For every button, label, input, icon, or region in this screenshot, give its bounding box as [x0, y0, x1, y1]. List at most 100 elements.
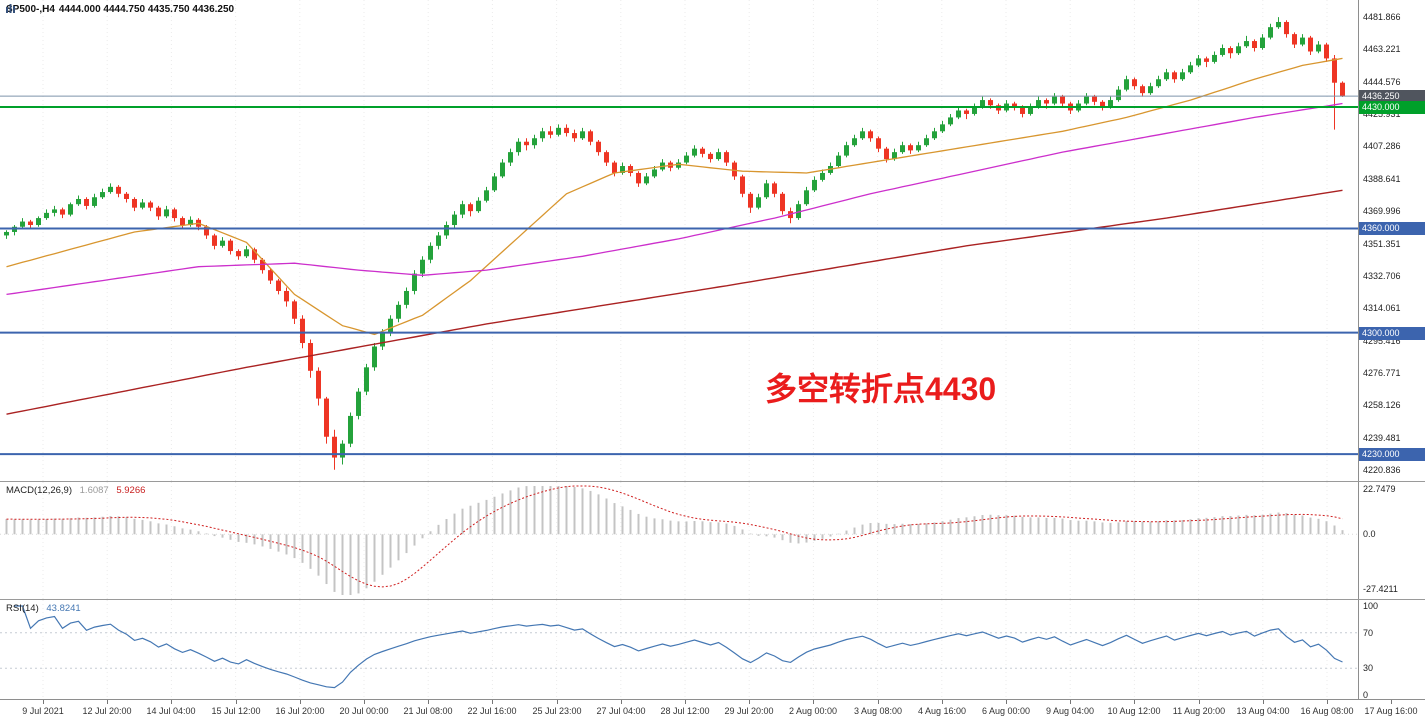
time-tick [1263, 700, 1264, 704]
rsi-scale-tick: 30 [1363, 663, 1374, 673]
time-tick [364, 700, 365, 704]
chart-icon [6, 4, 15, 13]
annotation-text[interactable]: 多空转折点4430 [765, 371, 996, 407]
rsi-name: RSI(14) [6, 603, 39, 614]
time-label: 22 Jul 16:00 [467, 706, 517, 716]
price-tick: 4276.771 [1363, 368, 1401, 378]
time-tick [428, 700, 429, 704]
time-tick [43, 700, 44, 704]
time-label: 10 Aug 12:00 [1107, 706, 1161, 716]
main-chart-canvas[interactable]: 多空转折点4430 [0, 0, 1358, 481]
chart-symbol-timeframe: SP500-,H4 [6, 4, 55, 15]
time-tick [685, 700, 686, 704]
panel-separator-macd[interactable] [0, 481, 1425, 482]
macd-panel[interactable]: MACD(12,26,9) 1.6087 5.9266 [0, 482, 1358, 599]
current-price-badge: 4436.250 [1359, 90, 1425, 103]
price-tick: 4388.641 [1363, 174, 1401, 184]
time-tick [557, 700, 558, 704]
time-tick [749, 700, 750, 704]
time-tick [171, 700, 172, 704]
macd-signal-line [6, 485, 1343, 588]
price-tick: 4332.706 [1363, 271, 1401, 281]
macd-canvas[interactable] [0, 482, 1358, 599]
price-tick: 4220.836 [1363, 465, 1401, 475]
price-tick: 4369.996 [1363, 206, 1401, 216]
time-tick [1327, 700, 1328, 704]
price-tick: 4258.126 [1363, 400, 1401, 410]
pivot-4430-badge: 4430.000 [1359, 101, 1425, 114]
time-label: 12 Jul 20:00 [82, 706, 132, 716]
candles [4, 17, 1345, 470]
time-tick [1134, 700, 1135, 704]
time-label: 9 Aug 04:00 [1045, 706, 1095, 716]
price-tick: 4351.351 [1363, 239, 1401, 249]
time-tick [1070, 700, 1071, 704]
time-tick [107, 700, 108, 704]
price-tick: 4463.221 [1363, 44, 1401, 54]
rsi-panel[interactable]: RSI(14) 43.8241 [0, 600, 1358, 698]
rsi-value: 43.8241 [46, 603, 81, 614]
macd-scale-tick: 0.0 [1363, 529, 1376, 539]
chart-title: SP500-,H4 4444.000 4444.750 4435.750 443… [6, 4, 234, 15]
main-chart-panel[interactable]: 多空转折点4430 SP500-,H4 4444.000 4444.750 44… [0, 0, 1358, 481]
support-4300-badge: 4300.000 [1359, 327, 1425, 340]
time-tick [492, 700, 493, 704]
rsi-canvas[interactable] [0, 600, 1358, 698]
price-scale[interactable]: 4481.866 4463.221 4444.576 4425.931 4407.286… [1358, 0, 1425, 700]
macd-main-value: 1.6087 [79, 485, 109, 496]
ma-slow-red[interactable] [6, 189, 1343, 415]
time-label: 6 Aug 00:00 [981, 706, 1031, 716]
time-label: 9 Jul 2021 [22, 706, 64, 716]
time-label: 14 Jul 04:00 [146, 706, 196, 716]
support-4360-badge: 4360.000 [1359, 222, 1425, 235]
ma-mid-magenta[interactable] [6, 102, 1343, 296]
chart-ohlc-values: 4444.000 4444.750 4435.750 4436.250 [58, 4, 235, 15]
time-scale[interactable]: 9 Jul 2021 12 Jul 20:00 14 Jul 04:00 15 Jul… [0, 699, 1425, 724]
price-tick: 4444.576 [1363, 77, 1401, 87]
time-tick [1199, 700, 1200, 704]
price-tick: 4239.481 [1363, 433, 1401, 443]
time-label: 4 Aug 16:00 [917, 706, 967, 716]
rsi-scale-tick: 100 [1363, 601, 1379, 611]
time-tick [878, 700, 879, 704]
macd-label: MACD(12,26,9) 1.6087 5.9266 [6, 485, 150, 496]
time-label: 15 Jul 12:00 [211, 706, 261, 716]
time-label: 13 Aug 04:00 [1236, 706, 1290, 716]
time-label: 29 Jul 20:00 [724, 706, 774, 716]
price-tick: 4314.061 [1363, 303, 1401, 313]
support-4230-badge: 4230.000 [1359, 448, 1425, 461]
time-tick [813, 700, 814, 704]
time-tick [1391, 700, 1392, 704]
time-label: 11 Aug 20:00 [1172, 706, 1226, 716]
time-tick [236, 700, 237, 704]
time-tick [621, 700, 622, 704]
macd-scale-tick: -27.4211 [1363, 584, 1398, 594]
time-tick [942, 700, 943, 704]
panel-separator-rsi[interactable] [0, 599, 1425, 600]
time-tick [1006, 700, 1007, 704]
ma-fast-orange[interactable] [6, 57, 1343, 336]
time-label: 16 Jul 20:00 [275, 706, 325, 716]
time-label: 28 Jul 12:00 [660, 706, 710, 716]
macd-name: MACD(12,26,9) [6, 485, 72, 496]
price-tick: 4481.866 [1363, 12, 1401, 22]
time-label: 25 Jul 23:00 [532, 706, 582, 716]
time-label: 21 Jul 08:00 [403, 706, 453, 716]
time-label: 2 Aug 00:00 [788, 706, 838, 716]
rsi-scale-tick: 70 [1363, 628, 1374, 638]
rsi-scale-tick: 0 [1363, 690, 1369, 700]
macd-scale-tick: 22.7479 [1363, 484, 1396, 494]
price-tick: 4295.416 [1363, 336, 1401, 346]
time-label: 3 Aug 08:00 [853, 706, 903, 716]
time-label: 17 Aug 16:00 [1364, 706, 1418, 716]
time-label: 20 Jul 00:00 [339, 706, 389, 716]
rsi-label: RSI(14) 43.8241 [6, 603, 86, 614]
rsi-line [14, 605, 1343, 689]
price-tick: 4407.286 [1363, 141, 1401, 151]
macd-signal-value: 5.9266 [116, 485, 146, 496]
price-tick: 4425.931 [1363, 109, 1401, 119]
time-label: 27 Jul 04:00 [596, 706, 646, 716]
time-label: 16 Aug 08:00 [1300, 706, 1354, 716]
time-tick [300, 700, 301, 704]
